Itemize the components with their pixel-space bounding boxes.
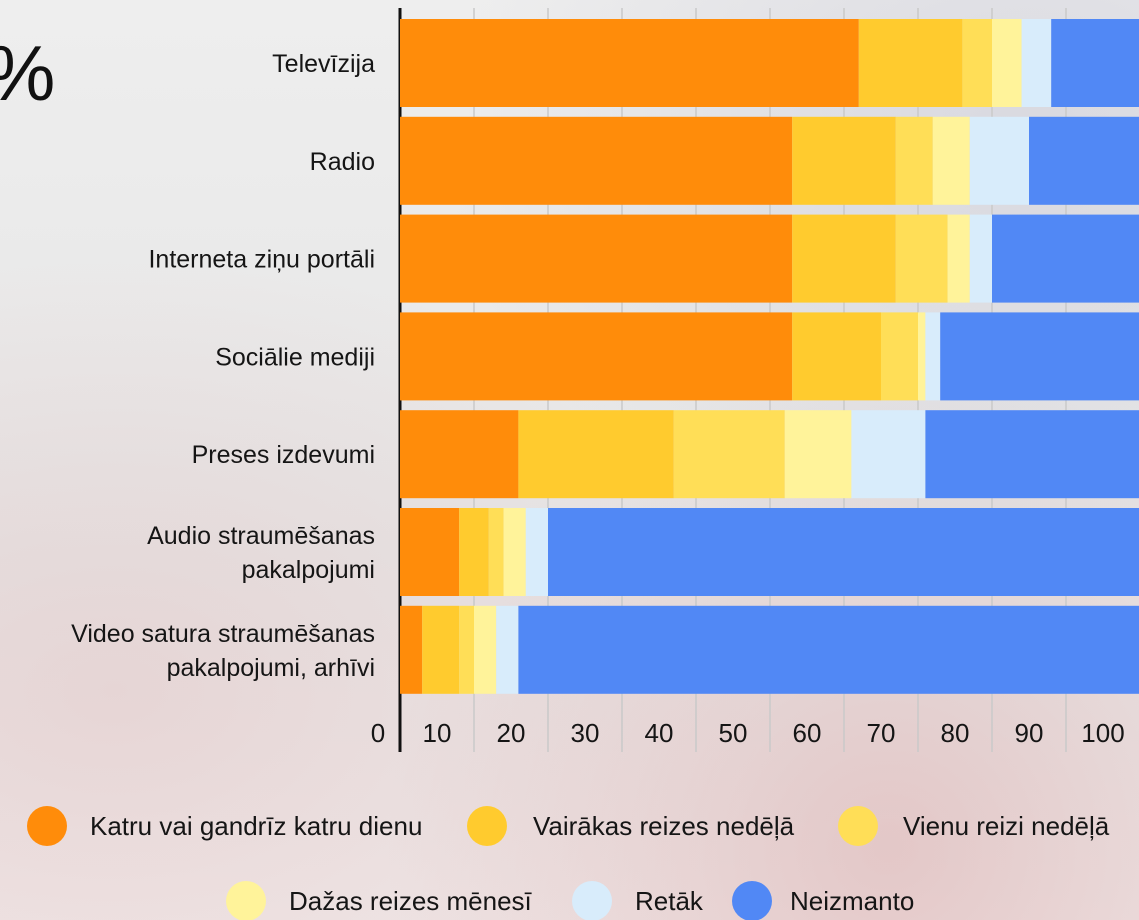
category-label: Audio straumēšanas [147,522,375,550]
legend-label: Vairākas reizes nedēļā [533,811,795,841]
bar-segment [400,605,423,694]
x-tick-label: 60 [793,718,822,748]
x-tick-label: 10 [423,718,452,748]
x-tick-label: 50 [719,718,748,748]
bar-segment [459,508,489,596]
category-label: pakalpojumi, arhīvi [167,654,375,682]
x-tick-label: 70 [867,718,896,748]
bar-segment [784,410,852,499]
category-label: pakalpojumi [242,556,375,584]
x-tick-label: 0 [371,718,385,748]
bar-segment [400,116,793,205]
bar-segment [969,116,1029,205]
bar-segment [400,312,793,401]
bar-segment [1021,19,1052,107]
x-tick-label: 90 [1015,718,1044,748]
bar-segment [851,410,926,499]
legend-label: Dažas reizes mēnesī [289,886,533,916]
category-label: Interneta ziņu portāli [148,246,375,274]
bar-segment [400,19,859,107]
bar-segment [858,19,963,107]
bar-segment [792,214,896,303]
legend-label: Vienu reizi nedēļā [903,811,1110,841]
bar-segment [895,116,933,205]
bar-segment [895,214,948,303]
bar-segment [925,312,941,401]
bar-segment [496,605,519,694]
bar-segment [422,605,460,694]
x-tick-label: 40 [645,718,674,748]
bar-segment [932,116,970,205]
bar-segment [400,214,793,303]
x-tick-label: 20 [497,718,526,748]
legend-label: Neizmanto [790,886,914,916]
legend-swatch [572,881,612,920]
x-tick-label: 80 [941,718,970,748]
bar-segment [962,19,992,107]
bar-segment [673,410,785,499]
category-label: Video satura straumēšanas [71,620,375,648]
legend-label: Katru vai gandrīz katru dienu [90,811,422,841]
category-label: Sociālie mediji [215,343,375,371]
legend-swatch [838,806,878,846]
bar-segment [525,508,548,596]
bar-segment [400,410,519,499]
bar-segment [488,508,504,596]
bar-segment [1051,19,1139,107]
legend-swatch [27,806,67,846]
legend-label: Retāk [635,886,704,916]
legend-swatch [467,806,507,846]
bar-segment [518,410,674,499]
bar-segment [925,410,1139,499]
bar-segment [548,508,1139,596]
bar-segment [969,214,992,303]
bar-segment [518,605,1139,694]
x-tick-label: 30 [571,718,600,748]
percent-sign: % [0,34,55,112]
bar-segment [1029,116,1139,205]
bar-segment [792,116,896,205]
x-tick-label: 100 [1081,718,1124,748]
legend-swatch [732,881,772,920]
bar-segment [474,605,497,694]
bar-segment [992,19,1022,107]
category-label: Preses izdevumi [192,441,375,469]
bar-segment [792,312,881,401]
bar-segment [940,312,1139,401]
bar-segment [459,605,474,694]
bar-segment [881,312,918,401]
bar-segment [503,508,526,596]
bar-segment [918,312,926,401]
bar-segment [947,214,970,303]
category-label: Radio [310,148,375,176]
legend-swatch [226,881,266,920]
category-label: Televīzija [272,50,375,78]
bar-segment [992,214,1139,303]
bar-segment [400,508,460,596]
